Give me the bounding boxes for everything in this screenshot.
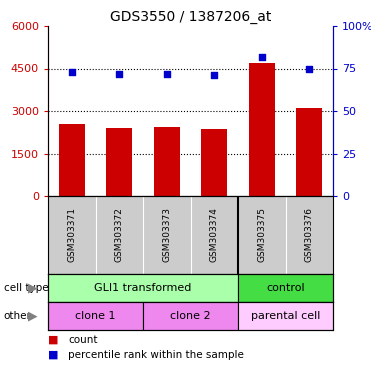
Text: GSM303373: GSM303373 xyxy=(162,207,171,263)
Text: ▶: ▶ xyxy=(28,310,38,323)
Text: cell type: cell type xyxy=(4,283,48,293)
Point xyxy=(211,72,217,78)
Point xyxy=(116,71,122,77)
Point xyxy=(69,69,75,75)
Point xyxy=(164,71,170,77)
Text: control: control xyxy=(266,283,305,293)
Bar xyxy=(249,63,275,196)
Text: ■: ■ xyxy=(48,350,59,360)
Text: count: count xyxy=(68,334,98,344)
Text: GSM303372: GSM303372 xyxy=(115,208,124,262)
Bar xyxy=(59,124,85,196)
Text: other: other xyxy=(4,311,32,321)
Bar xyxy=(238,302,333,330)
Point xyxy=(259,53,265,60)
Text: parental cell: parental cell xyxy=(251,311,320,321)
Bar xyxy=(106,128,132,196)
Text: GSM303375: GSM303375 xyxy=(257,207,266,263)
Bar xyxy=(143,302,238,330)
Text: ▶: ▶ xyxy=(28,281,38,295)
Text: clone 1: clone 1 xyxy=(75,311,116,321)
Title: GDS3550 / 1387206_at: GDS3550 / 1387206_at xyxy=(110,10,271,23)
Point xyxy=(306,65,312,71)
Text: percentile rank within the sample: percentile rank within the sample xyxy=(68,350,244,360)
Text: GSM303371: GSM303371 xyxy=(67,207,76,263)
Text: clone 2: clone 2 xyxy=(170,311,211,321)
Bar xyxy=(48,302,143,330)
Text: GSM303374: GSM303374 xyxy=(210,208,219,262)
Text: ■: ■ xyxy=(48,334,59,344)
Bar xyxy=(296,108,322,196)
Bar xyxy=(48,274,238,302)
Bar xyxy=(238,274,333,302)
Text: GLI1 transformed: GLI1 transformed xyxy=(94,283,192,293)
Text: GSM303376: GSM303376 xyxy=(305,207,314,263)
Bar xyxy=(201,129,227,196)
Bar xyxy=(154,127,180,196)
